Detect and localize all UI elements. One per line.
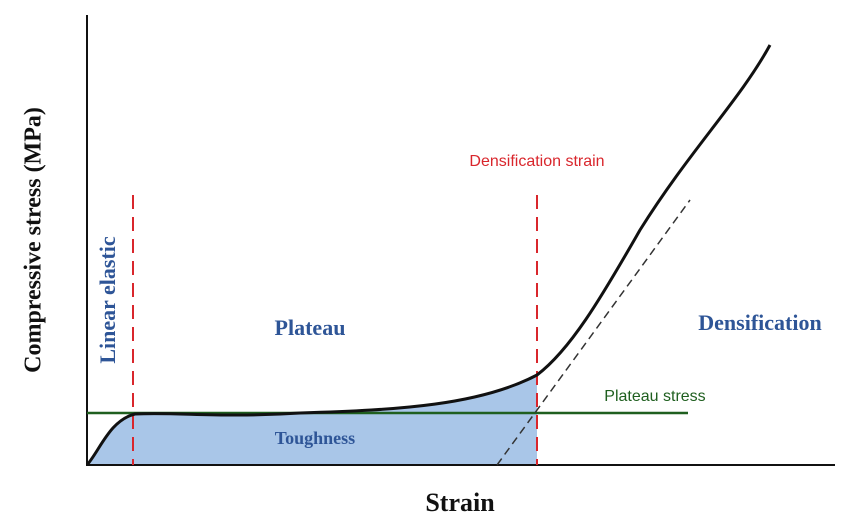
linear-elastic-label: Linear elastic <box>95 236 120 364</box>
stress-strain-curve <box>85 44 772 466</box>
plateau-stress-label: Plateau stress <box>604 388 705 405</box>
plateau-label: Plateau <box>275 315 346 340</box>
densification-label: Densification <box>698 310 821 335</box>
tangent-line <box>496 199 691 466</box>
toughness-label: Toughness <box>275 428 355 448</box>
densification-strain-label: Densification strain <box>469 153 604 170</box>
x-axis-label: Strain <box>425 488 495 517</box>
y-axis-label: Compressive stress (MPa) <box>21 107 47 373</box>
toughness-area <box>87 375 537 465</box>
